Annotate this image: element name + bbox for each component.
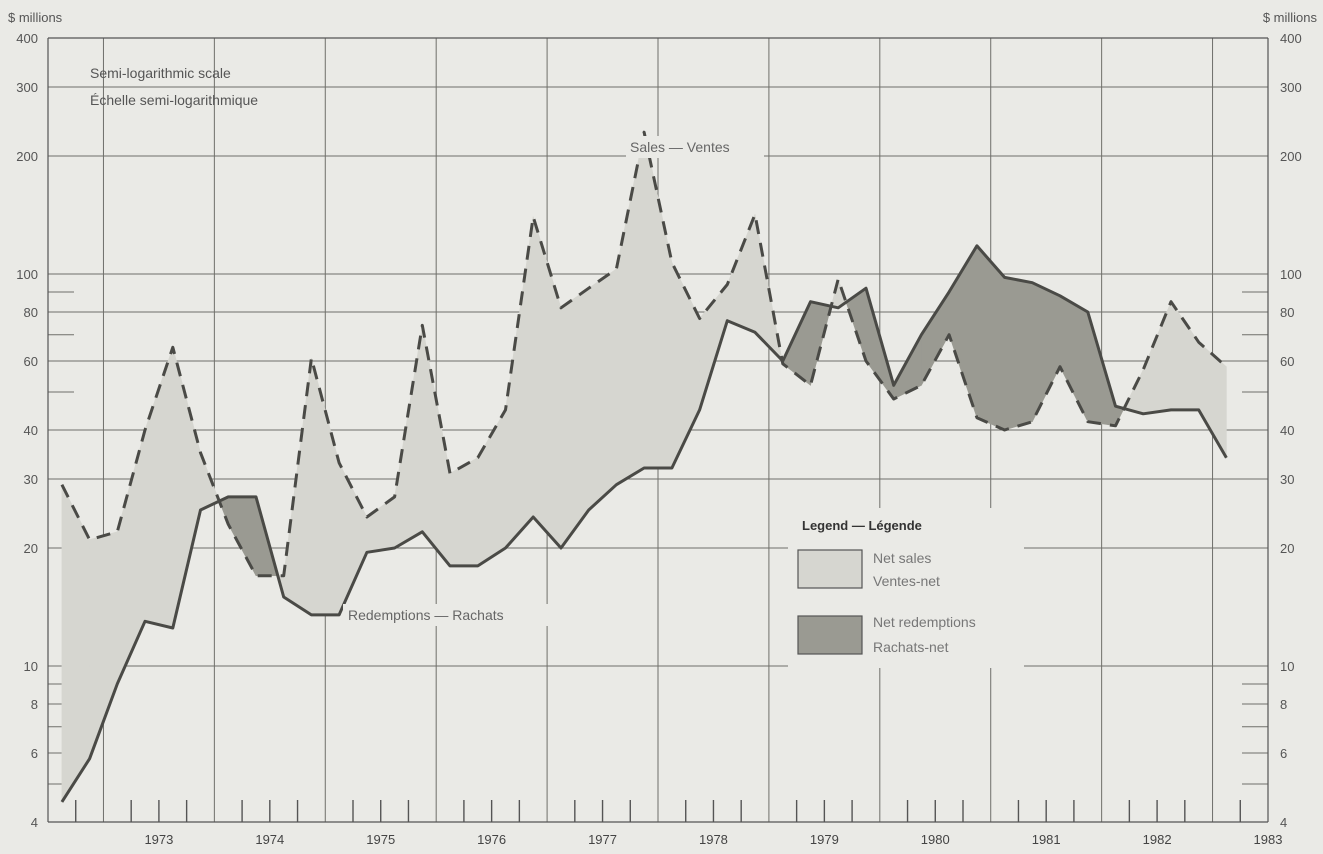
legend-swatch-net-sales: [797, 549, 863, 589]
y-tick-label-right: 200: [1280, 149, 1302, 164]
y-tick-label-right: 100: [1280, 267, 1302, 282]
x-tick-label: 1982: [1143, 832, 1172, 847]
net-sales-area: [560, 287, 590, 549]
unit-label-right: $ millions: [1263, 10, 1318, 25]
x-tick-label: 1978: [699, 832, 728, 847]
scale-note-fr: Échelle semi-logarithmique: [90, 92, 258, 108]
redemptions-line: [60, 244, 1228, 803]
legend-label-net-redemptions-fr: Rachats-net: [873, 639, 949, 655]
y-tick-label-left: 400: [16, 31, 38, 46]
y-tick-label-right: 40: [1280, 423, 1294, 438]
redemptions-label-backdrop: [343, 604, 555, 626]
y-tick-label-right: 60: [1280, 354, 1294, 369]
unit-label-left: $ millions: [8, 10, 63, 25]
y-tick-label-left: 300: [16, 80, 38, 95]
legend-label-net-sales-en: Net sales: [873, 550, 931, 566]
x-tick-label: 1983: [1254, 832, 1283, 847]
legend-title: Legend — Légende: [802, 518, 922, 533]
y-tick-label-left: 40: [24, 423, 38, 438]
x-tick-label: 1980: [921, 832, 950, 847]
series-lines: [60, 130, 1228, 803]
net-sales-area: [449, 457, 479, 567]
y-tick-label-right: 20: [1280, 541, 1294, 556]
axes: 4 4 6 6 8 8 10 10 20 20 30 30 40 40 60 60 80 80 100 100 200 2…: [16, 31, 1301, 847]
x-tick-label: 1977: [588, 832, 617, 847]
y-tick-label-right: 4: [1280, 815, 1287, 830]
sales-series-label: Sales — Ventes: [630, 139, 730, 155]
y-tick-label-left: 6: [31, 746, 38, 761]
sales-label-backdrop: [626, 136, 764, 158]
y-tick-label-left: 100: [16, 267, 38, 282]
y-tick-label-right: 300: [1280, 80, 1302, 95]
y-tick-label-left: 200: [16, 149, 38, 164]
y-tick-label-left: 8: [31, 697, 38, 712]
y-tick-label-left: 10: [24, 659, 38, 674]
x-tick-label: 1974: [255, 832, 284, 847]
legend-swatch-net-redemptions: [797, 615, 863, 655]
x-tick-label: 1973: [144, 832, 173, 847]
x-tick-label: 1979: [810, 832, 839, 847]
net-sales-area: [588, 268, 617, 511]
area-fills: [61, 132, 1227, 803]
y-tick-label-left: 4: [31, 815, 38, 830]
y-tick-label-left: 20: [24, 541, 38, 556]
y-tick-label-right: 30: [1280, 472, 1294, 487]
legend: Legend — Légende Net sales Ventes-net Ne…: [788, 508, 1024, 668]
net-redemptions-area: [1004, 277, 1033, 431]
y-tick-label-right: 6: [1280, 746, 1287, 761]
y-tick-label-right: 400: [1280, 31, 1302, 46]
x-tick-label: 1976: [477, 832, 506, 847]
redemptions-series-label: Redemptions — Rachats: [348, 607, 504, 623]
legend-label-net-redemptions-en: Net redemptions: [873, 614, 976, 630]
sales-line: [60, 130, 1228, 578]
legend-label-net-sales-fr: Ventes-net: [873, 573, 940, 589]
x-tick-label: 1975: [366, 832, 395, 847]
scale-note-en: Semi-logarithmic scale: [90, 65, 231, 81]
y-tick-label-right: 10: [1280, 659, 1294, 674]
y-tick-label-right: 8: [1280, 697, 1287, 712]
y-tick-label-left: 80: [24, 305, 38, 320]
x-tick-label: 1981: [1032, 832, 1061, 847]
y-tick-label-left: 30: [24, 472, 38, 487]
y-tick-label-right: 80: [1280, 305, 1294, 320]
y-tick-label-left: 60: [24, 354, 38, 369]
